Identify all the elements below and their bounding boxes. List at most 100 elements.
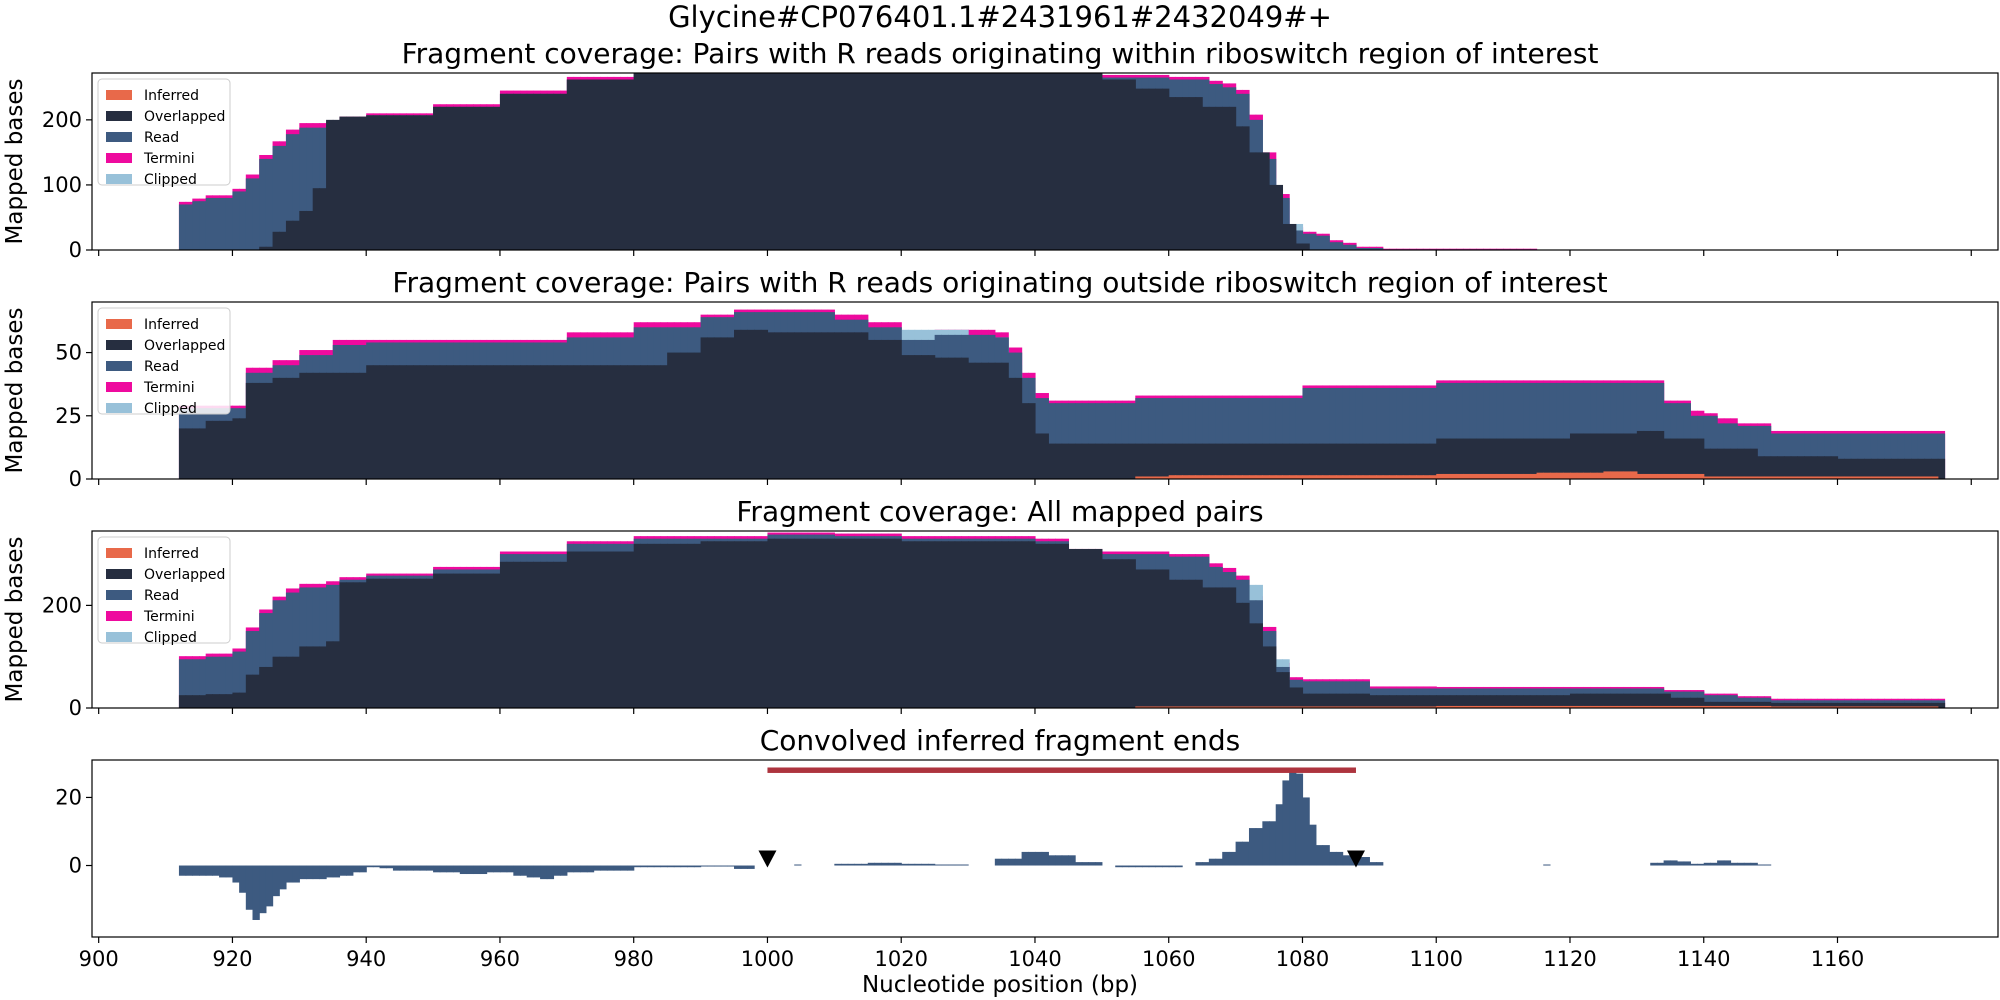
legend-label-overlapped: Overlapped bbox=[144, 567, 225, 583]
bar-overlapped bbox=[1556, 695, 1564, 708]
bar-inferred bbox=[1697, 473, 1705, 479]
bar-overlapped bbox=[252, 382, 260, 479]
bar-overlapped bbox=[1262, 443, 1270, 479]
bar-overlapped bbox=[1529, 438, 1538, 479]
bar-overlapped bbox=[1543, 438, 1551, 479]
bar-inferred bbox=[1750, 705, 1758, 708]
bar-overlapped bbox=[366, 365, 374, 479]
bar-overlapped bbox=[1549, 695, 1558, 708]
series-inferred bbox=[1135, 471, 1939, 479]
x-tick-label: 900 bbox=[79, 947, 119, 971]
bar-inferred bbox=[1456, 473, 1464, 479]
bar-read bbox=[1456, 382, 1464, 479]
bar-read bbox=[1342, 387, 1350, 479]
bar-read bbox=[219, 197, 227, 250]
bar-read bbox=[1523, 382, 1531, 479]
bar-overlapped bbox=[292, 377, 300, 479]
bar-overlapped bbox=[1797, 702, 1805, 708]
bar-overlapped bbox=[1436, 438, 1444, 479]
bar-convolved bbox=[479, 865, 488, 875]
bar-inferred bbox=[1737, 705, 1745, 708]
bar-overlapped bbox=[1202, 587, 1210, 708]
bar-inferred bbox=[1242, 475, 1250, 479]
bar-overlapped bbox=[306, 210, 314, 250]
bar-read bbox=[1583, 382, 1591, 479]
bar-overlapped bbox=[981, 541, 989, 708]
bar-convolved bbox=[687, 865, 695, 868]
bar-overlapped bbox=[366, 578, 374, 708]
bar-overlapped bbox=[1770, 456, 1778, 479]
bar-overlapped bbox=[319, 646, 327, 708]
bar-overlapped bbox=[192, 428, 200, 479]
bar-overlapped bbox=[968, 73, 976, 250]
bar-overlapped bbox=[1075, 73, 1083, 250]
bar-overlapped bbox=[1469, 438, 1477, 479]
bar-inferred bbox=[1844, 706, 1852, 708]
legend-label-overlapped: Overlapped bbox=[144, 109, 225, 125]
bar-read bbox=[1309, 233, 1317, 250]
bar-inferred bbox=[1670, 705, 1678, 708]
bar-overlapped bbox=[620, 551, 628, 708]
bar-inferred bbox=[1623, 705, 1631, 708]
bar-overlapped bbox=[540, 561, 548, 708]
bar-overlapped bbox=[1302, 243, 1310, 250]
bar-overlapped bbox=[820, 73, 829, 250]
bar-overlapped bbox=[847, 332, 855, 479]
bar-inferred bbox=[1917, 706, 1926, 708]
bar-overlapped bbox=[1656, 693, 1665, 708]
bar-read bbox=[1175, 398, 1183, 479]
bar-read bbox=[219, 656, 227, 708]
bar-overlapped bbox=[1523, 695, 1531, 708]
bar-convolved bbox=[954, 864, 963, 866]
bar-inferred bbox=[1141, 476, 1150, 479]
bar-overlapped bbox=[1924, 458, 1932, 479]
bar-read bbox=[1549, 382, 1558, 479]
bar-read bbox=[1162, 398, 1170, 479]
bar-overlapped bbox=[1456, 695, 1464, 708]
bar-inferred bbox=[1489, 473, 1498, 479]
bar-inferred bbox=[1422, 475, 1431, 479]
figure-suptitle: Glycine#CP076401.1#2431961#2432049#+ bbox=[668, 0, 1332, 34]
bar-overlapped bbox=[1295, 243, 1304, 250]
bar-convolved bbox=[854, 863, 862, 866]
bar-overlapped bbox=[392, 365, 401, 479]
bar-overlapped bbox=[566, 551, 575, 708]
bar-read bbox=[1088, 403, 1096, 479]
bar-inferred bbox=[1228, 475, 1237, 479]
bar-overlapped bbox=[433, 573, 441, 708]
bar-convolved bbox=[1369, 862, 1377, 866]
bar-read bbox=[1416, 387, 1424, 479]
bar-overlapped bbox=[178, 428, 187, 479]
bar-overlapped bbox=[265, 666, 274, 708]
bar-overlapped bbox=[1376, 443, 1384, 479]
bar-overlapped bbox=[774, 73, 782, 250]
bar-read bbox=[1516, 382, 1524, 479]
bar-overlapped bbox=[332, 641, 341, 708]
bar-overlapped bbox=[566, 365, 575, 479]
bar-overlapped bbox=[1195, 97, 1203, 250]
bar-convolved bbox=[1222, 851, 1230, 866]
bar-read bbox=[1242, 398, 1250, 479]
bar-overlapped bbox=[981, 362, 989, 479]
bar-overlapped bbox=[1128, 443, 1136, 479]
bar-overlapped bbox=[199, 695, 207, 708]
bar-overlapped bbox=[1141, 88, 1150, 250]
bar-overlapped bbox=[352, 582, 361, 708]
bar-read bbox=[1329, 387, 1337, 479]
bar-overlapped bbox=[1041, 433, 1049, 479]
bar-inferred bbox=[1596, 705, 1605, 708]
bar-inferred bbox=[1703, 476, 1712, 479]
bar-overlapped bbox=[586, 79, 595, 250]
bar-overlapped bbox=[299, 210, 307, 250]
bar-overlapped bbox=[633, 543, 641, 708]
bar-overlapped bbox=[406, 115, 414, 250]
bar-convolved bbox=[473, 865, 481, 875]
legend-swatch-clipped bbox=[106, 632, 132, 642]
bar-convolved bbox=[1235, 841, 1243, 866]
bar-convolved bbox=[1737, 862, 1745, 866]
bar-overlapped bbox=[319, 188, 327, 250]
bar-convolved bbox=[1656, 862, 1665, 866]
bar-inferred bbox=[1783, 706, 1792, 708]
bar-overlapped bbox=[1596, 693, 1605, 708]
